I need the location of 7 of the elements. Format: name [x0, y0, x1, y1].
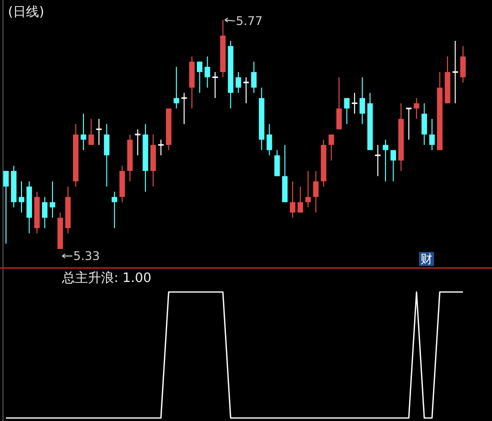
chart-title: 总主升浪: 1.00: [61, 270, 152, 286]
annotation: 5.77: [236, 14, 263, 28]
annotation: 5.77: [224, 14, 263, 28]
chart-title: (日线): [8, 5, 44, 20]
annotation: 5.33: [62, 249, 100, 263]
annotation: 5.33: [73, 249, 100, 263]
annotation: 财: [419, 252, 434, 266]
